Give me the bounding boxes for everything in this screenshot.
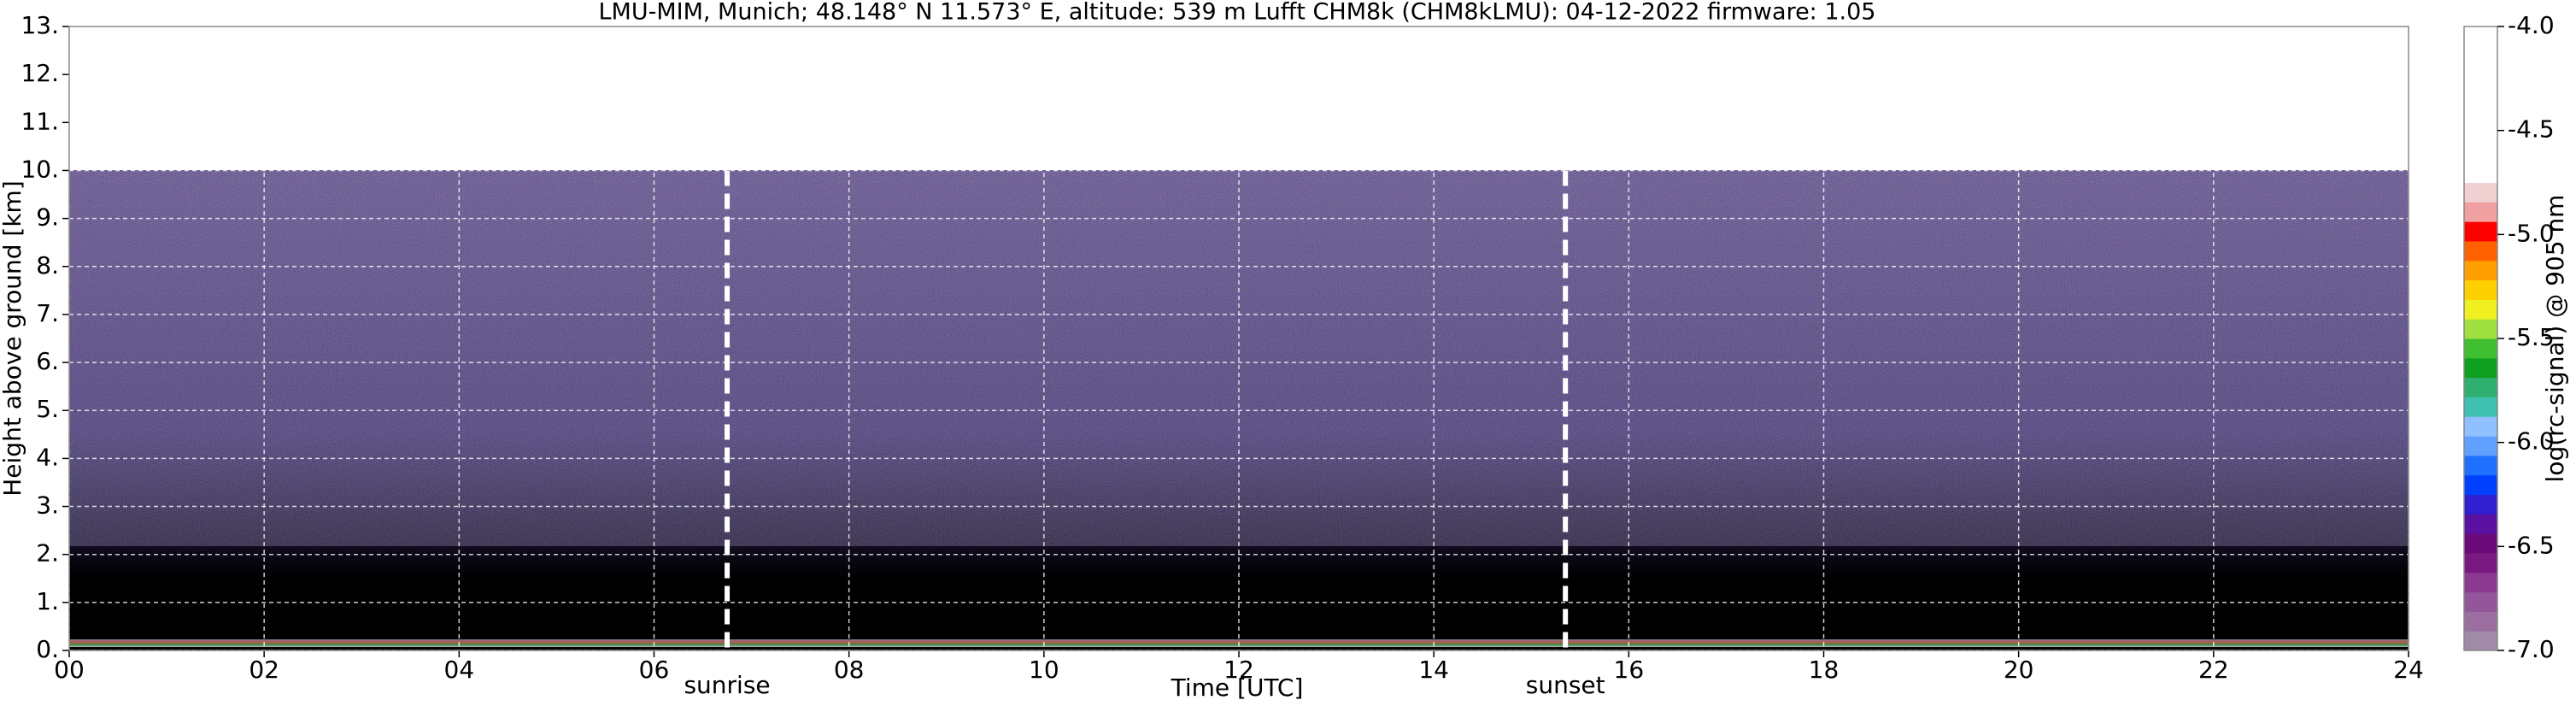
colorbar-segment — [2464, 104, 2497, 125]
x-tick-label: 14 — [1418, 656, 1449, 684]
chart-title: LMU-MIM, Munich; 48.148° N 11.573° E, al… — [599, 0, 1876, 26]
y-tick-label: 9. — [36, 203, 59, 232]
y-tick-label: 2. — [36, 539, 59, 568]
colorbar-tick-label: -4.0 — [2508, 11, 2555, 39]
colorbar-label: log(rc-signal) @ 905 nm — [2541, 195, 2569, 483]
x-tick-label: 16 — [1614, 656, 1645, 684]
plot-frame — [68, 26, 2409, 651]
annotation-label: sunrise — [684, 671, 770, 699]
colorbar-segment — [2464, 494, 2497, 515]
colorbar-segment — [2464, 591, 2497, 612]
colorbar-segment — [2464, 65, 2497, 85]
x-tick-label: 12 — [1223, 656, 1254, 684]
colorbar-segment — [2464, 221, 2497, 242]
y-tick-label: 12. — [21, 59, 59, 87]
colorbar-segment — [2464, 279, 2497, 300]
colorbar-segment — [2464, 416, 2497, 437]
y-axis-label: Height above ground [km] — [0, 180, 26, 497]
colorbar-tick-label: -7.0 — [2508, 635, 2555, 663]
y-tick-label: 0. — [36, 635, 59, 663]
colorbar-segment — [2464, 240, 2497, 262]
x-tick-label: 18 — [1809, 656, 1840, 684]
colorbar-segment — [2464, 455, 2497, 476]
colorbar-segment — [2464, 26, 2497, 47]
colorbar-segment — [2464, 162, 2497, 183]
colorbar: -4.0 -4.5 -5.0 -5.5 -6.0 -6.5 -7.0 — [2463, 11, 2555, 663]
colorbar-segment — [2464, 182, 2497, 203]
colorbar-segment — [2464, 299, 2497, 320]
x-axis-label: Time [UTC] — [1171, 674, 1304, 702]
y-tick-label: 4. — [36, 443, 59, 471]
colorbar-segment — [2464, 474, 2497, 495]
y-tick-label: 8. — [36, 251, 59, 279]
y-tick-label: 7. — [36, 299, 59, 327]
x-tick-label: 00 — [54, 656, 85, 684]
y-tick-label: 13. — [21, 11, 59, 39]
colorbar-segment — [2464, 397, 2497, 417]
colorbar-segment — [2464, 357, 2497, 379]
y-tick-label: 3. — [36, 491, 59, 520]
colorbar-segment — [2464, 338, 2497, 359]
colorbar-segment — [2464, 377, 2497, 397]
y-tick-label: 6. — [36, 347, 59, 375]
colorbar-segment — [2464, 514, 2497, 534]
colorbar-segment — [2464, 572, 2497, 593]
y-tick-label: 1. — [36, 587, 59, 615]
colorbar-segment — [2464, 85, 2497, 105]
colorbar-segment — [2464, 611, 2497, 632]
x-tick-label: 04 — [444, 656, 475, 684]
colorbar-tick-label: -5.5 — [2508, 323, 2555, 351]
x-tick-label: 08 — [834, 656, 865, 684]
grid: 00 02 04 06 08 10 12 14 16 18 20 22 24 0. 1. 2. 3. 4. 5. 6.… — [21, 11, 2423, 684]
colorbar-segment — [2464, 436, 2497, 456]
y-tick-label: 10. — [21, 155, 59, 183]
x-tick-label: 02 — [249, 656, 279, 684]
colorbar-segment — [2464, 631, 2497, 651]
colorbar-segment — [2464, 143, 2497, 164]
x-tick-label: 10 — [1029, 656, 1059, 684]
colorbar-segment — [2464, 45, 2497, 67]
x-tick-label: 24 — [2393, 656, 2424, 684]
colorbar-segment — [2464, 319, 2497, 339]
x-tick-label: 06 — [639, 656, 670, 684]
marks: sunrise sunset — [684, 170, 1605, 699]
y-tick-label: 5. — [36, 395, 59, 423]
colorbar-tick-label: -5.0 — [2508, 219, 2555, 247]
x-tick-label: 22 — [2198, 656, 2229, 684]
colorbar-segment — [2464, 552, 2497, 574]
x-tick-label: 20 — [2004, 656, 2034, 684]
colorbar-segment — [2464, 202, 2497, 222]
colorbar-tick-label: -6.5 — [2508, 531, 2555, 559]
colorbar-segment — [2464, 533, 2497, 554]
colorbar-tick-label: -6.0 — [2508, 427, 2555, 456]
colorbar-segment — [2464, 260, 2497, 281]
colorbar-segment — [2464, 124, 2497, 144]
colorbar-tick-label: -4.5 — [2508, 115, 2555, 144]
annotation-label: sunset — [1526, 671, 1605, 699]
y-tick-label: 11. — [21, 107, 59, 135]
